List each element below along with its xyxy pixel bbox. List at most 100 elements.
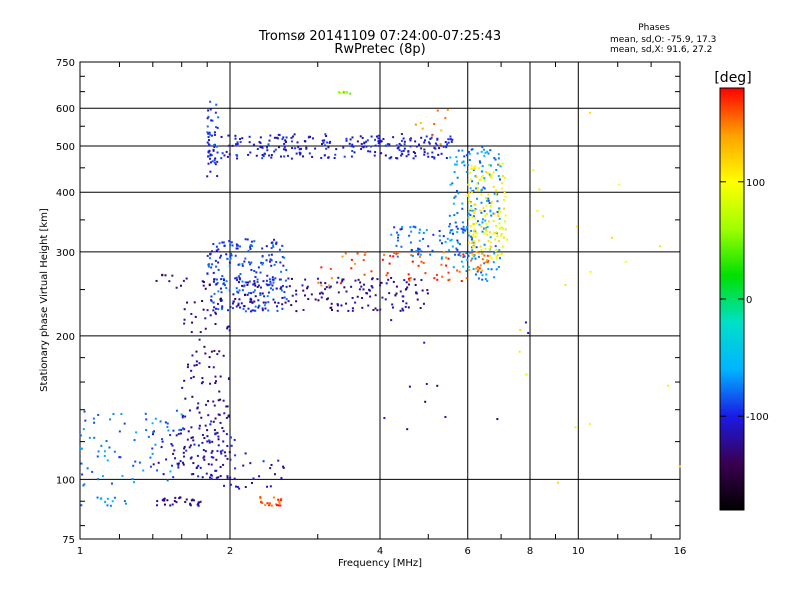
scatter-point [401, 307, 404, 310]
scatter-point [467, 254, 470, 257]
scatter-point [228, 261, 231, 264]
scatter-point [191, 436, 194, 439]
scatter-point [226, 325, 229, 328]
scatter-point [237, 281, 240, 284]
scatter-point [223, 244, 226, 247]
scatter-point [237, 244, 240, 247]
x-tick-label: 8 [527, 546, 533, 557]
scatter-point [449, 229, 452, 232]
scatter-point [343, 91, 346, 94]
scatter-point [261, 309, 264, 312]
scatter-point [411, 254, 414, 257]
scatter-point [477, 277, 480, 280]
scatter-point [486, 199, 489, 202]
x-tick-label: 2 [227, 546, 233, 557]
scatter-point [407, 273, 410, 276]
scatter-point [337, 276, 340, 279]
scatter-point [213, 133, 216, 136]
scatter-point [322, 141, 325, 144]
scatter-point [277, 146, 280, 149]
scatter-point [303, 140, 306, 143]
scatter-point [301, 284, 304, 287]
scatter-point [222, 279, 225, 282]
scatter-point [336, 303, 339, 306]
scatter-point [455, 225, 458, 228]
scatter-point [241, 262, 244, 265]
scatter-point [494, 189, 497, 192]
scatter-point [497, 163, 500, 166]
scatter-point [177, 464, 180, 467]
scatter-point [82, 484, 85, 487]
scatter-point [437, 153, 440, 156]
scatter-point [489, 254, 492, 257]
scatter-point [454, 195, 457, 198]
scatter-point [253, 282, 256, 285]
scatter-point [470, 204, 473, 207]
scatter-point [209, 257, 212, 260]
scatter-point [472, 189, 475, 192]
scatter-point [440, 152, 443, 155]
scatter-point [624, 260, 627, 263]
y-tick-label: 300 [56, 248, 75, 259]
scatter-point [478, 160, 481, 163]
scatter-point [220, 157, 223, 160]
scatter-point [190, 312, 193, 315]
scatter-point [280, 286, 283, 289]
scatter-point [469, 225, 472, 228]
scatter-point [242, 285, 245, 288]
scatter-point [82, 428, 85, 431]
scatter-point [473, 166, 476, 169]
scatter-point [97, 478, 100, 481]
scatter-point [414, 283, 417, 286]
scatter-point [197, 504, 200, 507]
scatter-point [197, 402, 200, 405]
scatter-point [425, 135, 428, 138]
scatter-point [177, 466, 180, 469]
scatter-point [249, 247, 252, 250]
scatter-point [237, 275, 240, 278]
scatter-point [320, 284, 323, 287]
scatter-point [402, 309, 405, 312]
scatter-point [244, 238, 247, 241]
scatter-point [187, 430, 190, 433]
scatter-point [397, 236, 400, 239]
scatter-point [295, 300, 298, 303]
scatter-point [468, 191, 471, 194]
scatter-point [190, 499, 193, 502]
scatter-point [409, 137, 412, 140]
scatter-point [407, 153, 410, 156]
scatter-point [497, 209, 500, 212]
scatter-point [385, 274, 388, 277]
scatter-point [336, 304, 339, 307]
scatter-point [267, 291, 270, 294]
scatter-point [132, 481, 135, 484]
scatter-point [229, 476, 232, 479]
scatter-point [503, 207, 506, 210]
scatter-point [446, 108, 449, 111]
scatter-point [433, 146, 436, 149]
scatter-point [479, 264, 482, 267]
scatter-point [163, 503, 166, 506]
scatter-point [438, 147, 441, 150]
scatter-point [422, 237, 425, 240]
scatter-point [390, 156, 393, 159]
scatter-point [369, 295, 372, 298]
scatter-point [180, 413, 183, 416]
scatter-point [88, 436, 91, 439]
scatter-point [261, 145, 264, 148]
scatter-point [447, 279, 450, 282]
scatter-point [466, 163, 469, 166]
scatter-point [210, 463, 213, 466]
chart-subtitle: RwPretec (8p) [334, 42, 425, 57]
scatter-point [93, 421, 96, 424]
scatter-point [475, 267, 478, 270]
scatter-point [284, 279, 287, 282]
scatter-point [297, 146, 300, 149]
scatter-point [267, 301, 270, 304]
scatter-point [471, 236, 474, 239]
scatter-point [281, 307, 284, 310]
scatter-point [362, 288, 365, 291]
scatter-point [335, 148, 338, 151]
scatter-point [432, 233, 435, 236]
scatter-point [450, 140, 453, 143]
